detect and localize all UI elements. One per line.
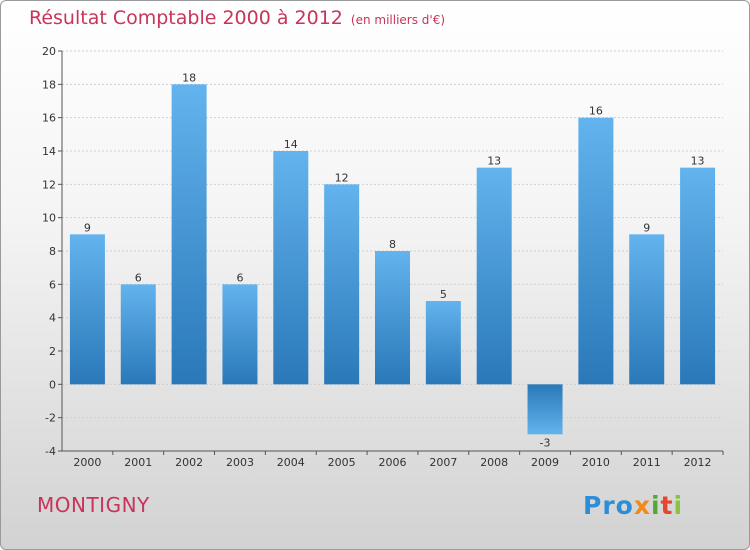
y-tick-label: -4 — [45, 445, 56, 458]
bar — [222, 284, 258, 385]
bar — [120, 284, 156, 385]
y-tick-label: 2 — [49, 345, 56, 358]
chart-subtitle: (en milliers d'€) — [350, 13, 446, 27]
bar — [69, 234, 105, 385]
x-tick-label: 2003 — [226, 456, 254, 469]
bar-value-label: 8 — [389, 238, 396, 251]
bar-value-label: 18 — [182, 71, 196, 84]
bar — [680, 167, 716, 385]
x-tick-label: 2011 — [633, 456, 661, 469]
bar-value-label: 9 — [84, 221, 91, 234]
bar — [527, 384, 563, 435]
bar-value-label: 5 — [440, 288, 447, 301]
proxiti-logo: Proxiti — [583, 491, 684, 520]
bar — [425, 301, 461, 385]
y-tick-label: 18 — [42, 78, 56, 91]
y-tick-label: 12 — [42, 178, 56, 191]
chart-title-text: Résultat Comptable 2000 à 2012 — [29, 7, 343, 29]
y-tick-label: 14 — [42, 145, 56, 158]
y-tick-label: 8 — [49, 245, 56, 258]
bar — [171, 84, 207, 385]
bar-value-label: 9 — [643, 221, 650, 234]
x-tick-label: 2008 — [480, 456, 508, 469]
x-tick-label: 2009 — [531, 456, 559, 469]
bar — [273, 151, 309, 385]
bar — [375, 251, 410, 385]
x-tick-label: 2005 — [328, 456, 356, 469]
y-tick-label: 0 — [49, 378, 56, 391]
x-tick-label: 2010 — [582, 456, 610, 469]
chart-title: Résultat Comptable 2000 à 2012 (en millie… — [29, 7, 445, 29]
x-tick-label: 2001 — [124, 456, 152, 469]
x-tick-label: 2007 — [429, 456, 457, 469]
y-tick-label: 6 — [49, 278, 56, 291]
bar — [476, 167, 512, 385]
y-tick-label: 10 — [42, 212, 56, 225]
x-tick-label: 2002 — [175, 456, 203, 469]
bar-value-label: 16 — [589, 105, 603, 118]
x-tick-label: 2006 — [379, 456, 407, 469]
x-tick-label: 2000 — [73, 456, 101, 469]
bar-value-label: 6 — [236, 271, 243, 284]
bar-value-label: 14 — [284, 138, 298, 151]
y-tick-label: -2 — [45, 412, 56, 425]
bar-value-label: 6 — [135, 271, 142, 284]
bar-value-label: 12 — [335, 171, 349, 184]
x-tick-label: 2004 — [277, 456, 305, 469]
y-tick-label: 20 — [42, 45, 56, 58]
commune-name: MONTIGNY — [37, 493, 150, 517]
y-tick-label: 4 — [49, 312, 56, 325]
bar — [578, 117, 614, 385]
bar-value-label: 13 — [691, 155, 705, 168]
bar — [629, 234, 665, 385]
bar-value-label: -3 — [540, 436, 551, 449]
x-tick-label: 2012 — [684, 456, 712, 469]
bar — [324, 184, 360, 385]
y-tick-label: 16 — [42, 112, 56, 125]
bar-value-label: 13 — [487, 155, 501, 168]
